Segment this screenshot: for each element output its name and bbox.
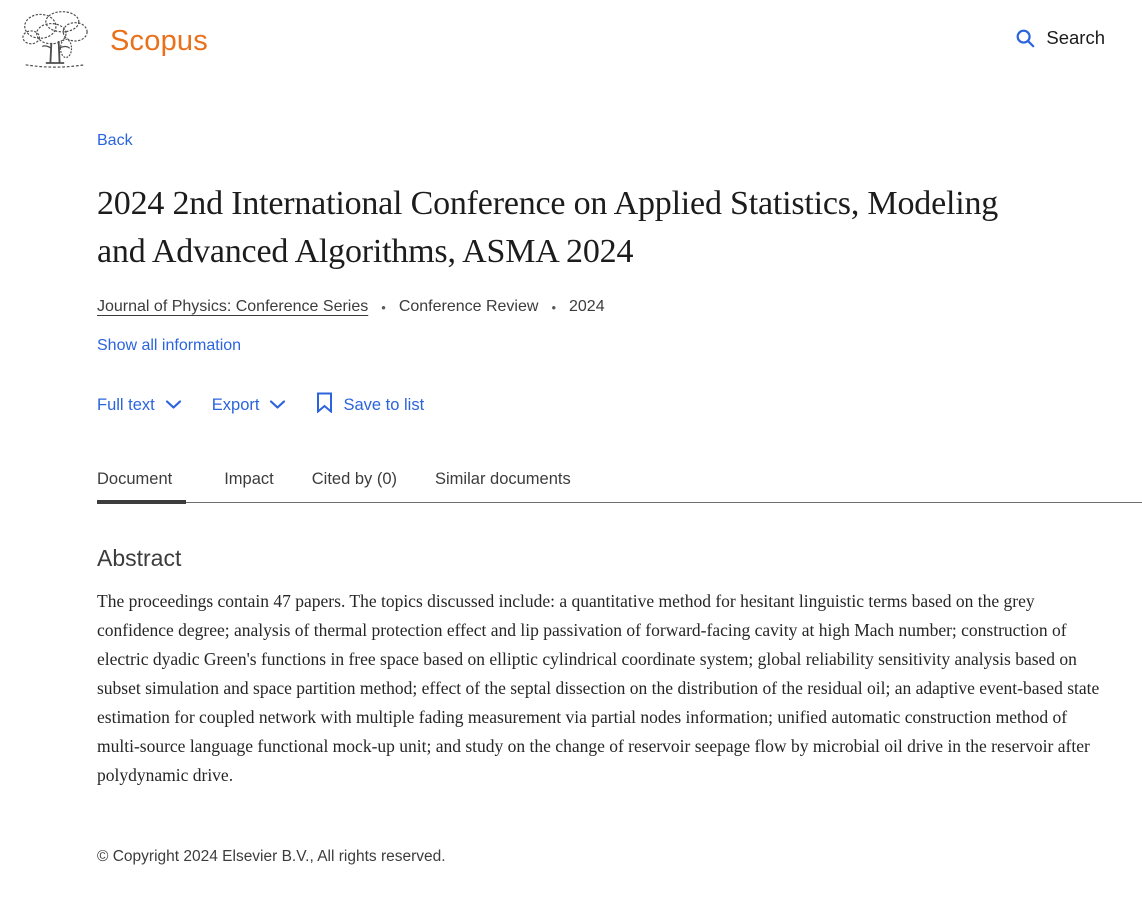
document-tabs: Document Impact Cited by (0) Similar doc…: [97, 470, 1142, 504]
search-label: Search: [1046, 27, 1105, 48]
document-page: Back 2024 2nd International Conference o…: [0, 92, 1142, 880]
search-button[interactable]: Search: [1014, 27, 1105, 49]
chevron-down-icon: [269, 396, 286, 415]
export-label: Export: [211, 395, 260, 414]
search-icon: [1014, 27, 1036, 49]
document-title: 2024 2nd International Conference on App…: [97, 185, 999, 270]
full-text-label: Full text: [97, 395, 155, 414]
page-header: Scopus Search: [0, 0, 1142, 92]
show-all-information-link[interactable]: Show all information: [97, 337, 242, 354]
document-actions: Full text Export: [97, 392, 1105, 418]
abstract-heading: Abstract: [97, 545, 182, 571]
full-text-dropdown[interactable]: Full text: [97, 396, 182, 415]
scopus-home-link[interactable]: Scopus: [18, 8, 208, 74]
source-title-link[interactable]: Journal of Physics: Conference Series: [97, 298, 369, 315]
elsevier-tree-logo-icon: [18, 8, 92, 74]
copyright-notice: © Copyright 2024 Elsevier B.V., All righ…: [97, 848, 446, 865]
save-to-list-button[interactable]: Save to list: [316, 392, 424, 418]
abstract-text: The proceedings contain 47 papers. The t…: [97, 591, 1100, 785]
tab-cited-by[interactable]: Cited by (0): [312, 470, 397, 502]
export-dropdown[interactable]: Export: [212, 396, 287, 415]
chevron-down-icon: [165, 396, 182, 415]
meta-separator: •: [381, 299, 386, 315]
tab-impact[interactable]: Impact: [224, 470, 274, 502]
meta-separator: •: [551, 299, 556, 315]
document-meta: Journal of Physics: Conference Series • …: [97, 298, 1105, 316]
bookmark-icon: [316, 392, 333, 418]
save-to-list-label: Save to list: [343, 395, 425, 414]
tab-document[interactable]: Document: [97, 470, 187, 504]
publication-year: 2024: [569, 298, 605, 315]
tab-similar-documents[interactable]: Similar documents: [435, 470, 571, 502]
document-type: Conference Review: [398, 298, 539, 315]
back-link[interactable]: Back: [97, 132, 133, 149]
scopus-wordmark: Scopus: [110, 24, 208, 57]
